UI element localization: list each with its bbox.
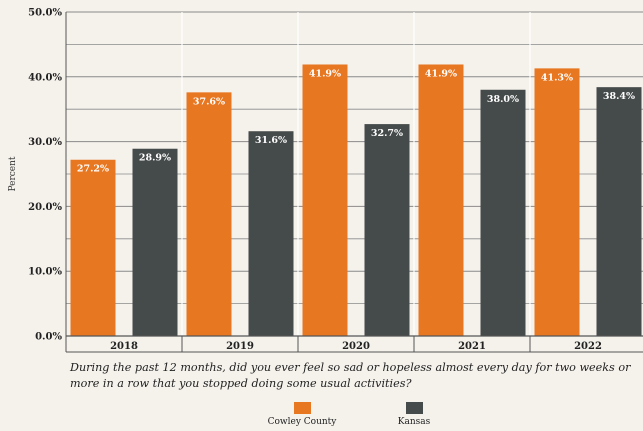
y-tick-label: 40.0%	[28, 72, 62, 83]
legend: Cowley County Kansas	[0, 402, 643, 431]
legend-item-cowley-county: Cowley County	[262, 402, 342, 427]
legend-label-kansas: Kansas	[397, 417, 431, 427]
data-label: 41.3%	[541, 72, 573, 83]
x-tick-label: 2018	[110, 341, 138, 352]
legend-label-cowley-county: Cowley County	[267, 417, 337, 427]
data-label: 27.2%	[77, 164, 109, 175]
y-tick-label: 50.0%	[28, 8, 62, 19]
bar-kansas-2018	[132, 148, 178, 336]
y-tick-label: 10.0%	[28, 267, 62, 278]
data-label: 31.6%	[255, 135, 287, 146]
bar-cowley-county-2022	[534, 68, 580, 336]
bar-kansas-2021	[480, 89, 526, 336]
y-tick-label: 20.0%	[28, 202, 62, 213]
x-tick-label: 2022	[574, 341, 602, 352]
legend-swatch-kansas	[405, 402, 423, 414]
bar-kansas-2022	[596, 87, 642, 336]
bars: 27.2% 28.9% 37.6% 31.6% 41.9% 32.7% 41.9% 38.0%…	[70, 64, 642, 337]
x-tick-label: 2020	[342, 341, 370, 352]
data-label: 38.4%	[603, 91, 635, 102]
y-tick-label: 30.0%	[28, 137, 62, 148]
x-axis: 2018 2019 2020 2021 2022	[65, 335, 643, 353]
x-axis-caption: During the past 12 months, did you ever …	[70, 361, 631, 390]
bar-chart: 0.0% 10.0% 20.0% 30.0% 40.0% 50.0% 27.2% 28.9%…	[8, 8, 643, 353]
data-label: 41.9%	[309, 68, 341, 79]
y-axis-label: Percent	[8, 156, 18, 191]
bar-cowley-county-2021	[418, 64, 464, 336]
y-tick-label: 0.0%	[35, 332, 62, 343]
data-label: 32.7%	[371, 128, 403, 139]
bar-cowley-county-2018	[70, 159, 116, 336]
bar-cowley-county-2020	[302, 64, 348, 336]
data-label: 41.9%	[425, 68, 457, 79]
data-label: 38.0%	[487, 94, 519, 105]
data-label: 37.6%	[193, 96, 225, 107]
x-tick-label: 2019	[226, 341, 254, 352]
bar-cowley-county-2019	[186, 92, 232, 337]
bar-kansas-2019	[248, 131, 294, 336]
legend-swatch-cowley-county	[293, 402, 311, 414]
y-axis: 0.0% 10.0% 20.0% 30.0% 40.0% 50.0%	[28, 8, 67, 343]
x-tick-label: 2021	[458, 341, 486, 352]
bar-kansas-2020	[364, 124, 410, 336]
data-label: 28.9%	[139, 153, 171, 164]
legend-item-kansas: Kansas	[374, 402, 454, 427]
